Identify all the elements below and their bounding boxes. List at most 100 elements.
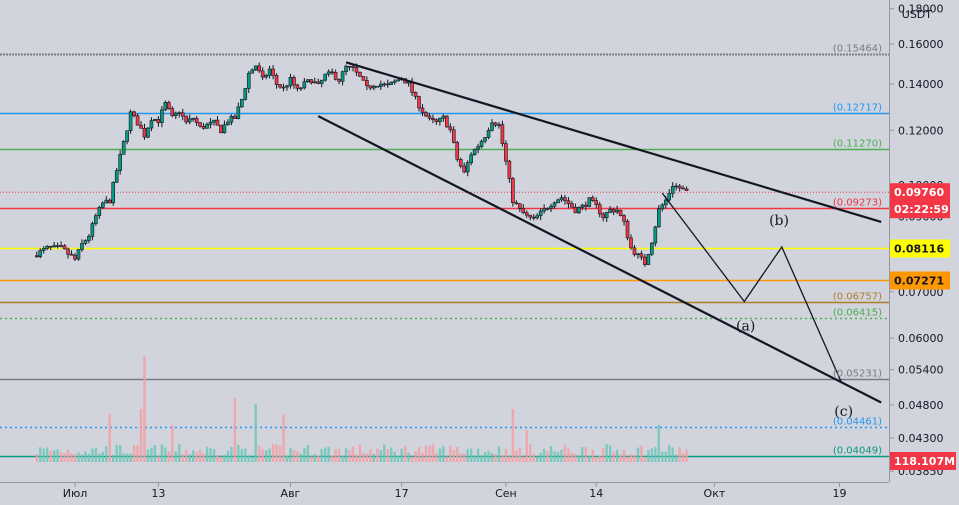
candle-body (615, 209, 619, 213)
price-tick-label: 0.05400 (898, 364, 944, 377)
volume-bar (80, 454, 84, 462)
volume-bar (129, 453, 132, 462)
volume-bar (261, 449, 264, 462)
candle-body (378, 83, 383, 88)
candle-body (458, 159, 463, 167)
candle-body (486, 130, 491, 138)
time-axis[interactable]: Июл 13 Авг 17 Сен 14 Окт 19 (63, 482, 847, 500)
candle-body (660, 204, 665, 210)
volume-bar (497, 446, 501, 462)
volume-bar (171, 424, 174, 462)
volume-bar (469, 448, 473, 462)
candle-body (38, 250, 43, 258)
volume-bar (393, 451, 396, 462)
candle-body (549, 205, 553, 209)
volume-bar (87, 453, 91, 462)
level-label: (0.06757) (833, 292, 882, 303)
volume-bar (118, 445, 122, 462)
volume-bar (77, 452, 80, 462)
candle-body (229, 115, 234, 123)
candle-body (656, 208, 661, 228)
candle-body (420, 107, 425, 113)
volume-bar (296, 451, 299, 462)
candle-body (316, 81, 321, 84)
volume-bar (480, 455, 483, 462)
volume-bar (476, 448, 480, 462)
candle-body (545, 208, 550, 210)
candle-body (681, 187, 685, 190)
candle-body (107, 199, 112, 204)
candle-body (413, 92, 418, 97)
volume-bar (629, 454, 633, 462)
volume-bar (289, 447, 292, 462)
candle-body (180, 112, 185, 117)
volume-bar (539, 452, 542, 462)
volume-bar (403, 446, 407, 462)
volume-bar (299, 453, 303, 462)
candle-body (264, 75, 268, 78)
volume-bar (324, 447, 327, 462)
volume-bar (237, 444, 240, 462)
volume-bar (334, 449, 337, 462)
candle-body (451, 129, 456, 143)
volume-bar (494, 454, 497, 462)
candle-body (302, 81, 307, 89)
volume-bar (185, 449, 188, 462)
volume-bar (668, 444, 671, 462)
time-tick-label: 19 (833, 487, 847, 500)
volume-bar (508, 456, 511, 462)
candle-body (392, 80, 397, 83)
volume-bar (650, 448, 654, 462)
volume-bar (240, 449, 243, 462)
volume-bar (313, 454, 316, 462)
volume-bar (278, 445, 282, 462)
candle-body (167, 102, 171, 110)
volume-bar (125, 453, 129, 462)
candle-body (271, 68, 275, 76)
candle-body (333, 72, 338, 80)
price-tick-label: 0.04800 (898, 399, 944, 412)
candle-body (587, 197, 592, 207)
candle-body (670, 186, 675, 194)
candle-body (372, 85, 376, 89)
volume-bar (198, 449, 202, 462)
candle-body (187, 118, 192, 123)
volume-bar (122, 453, 125, 462)
candle-body (246, 72, 251, 89)
candle-body (618, 209, 623, 216)
candle-body (55, 245, 60, 247)
volume-bar (351, 446, 355, 462)
volume-bar (463, 453, 466, 462)
candle-body (281, 86, 286, 89)
candle-body (59, 245, 63, 247)
candle-body (622, 215, 626, 222)
volume-bar (553, 451, 556, 462)
volume-bar (445, 456, 449, 462)
candle-body (351, 66, 355, 68)
candle-body (570, 203, 574, 208)
volume-bar (365, 453, 369, 462)
candle-body (559, 197, 564, 201)
volume-bar (626, 456, 629, 462)
volume-bar (417, 447, 421, 462)
level-label: (0.04049) (833, 446, 882, 457)
candle-body (358, 71, 362, 77)
volume-bar (549, 446, 553, 462)
volume-bar (181, 454, 184, 462)
candle-body (608, 208, 612, 213)
candle-body (504, 143, 508, 162)
volume-bar (560, 449, 563, 462)
candle-body (556, 199, 560, 204)
candle-body (76, 249, 81, 260)
candle-body (135, 115, 140, 126)
volume-bar (202, 453, 205, 462)
volume-bar (435, 452, 438, 462)
candle-body (344, 65, 348, 73)
volume-bar (546, 451, 549, 462)
volume-bar (570, 453, 574, 462)
volume-bar (195, 452, 198, 462)
candle-body (514, 202, 519, 205)
candle-body (528, 214, 533, 218)
candle-body (667, 193, 672, 201)
